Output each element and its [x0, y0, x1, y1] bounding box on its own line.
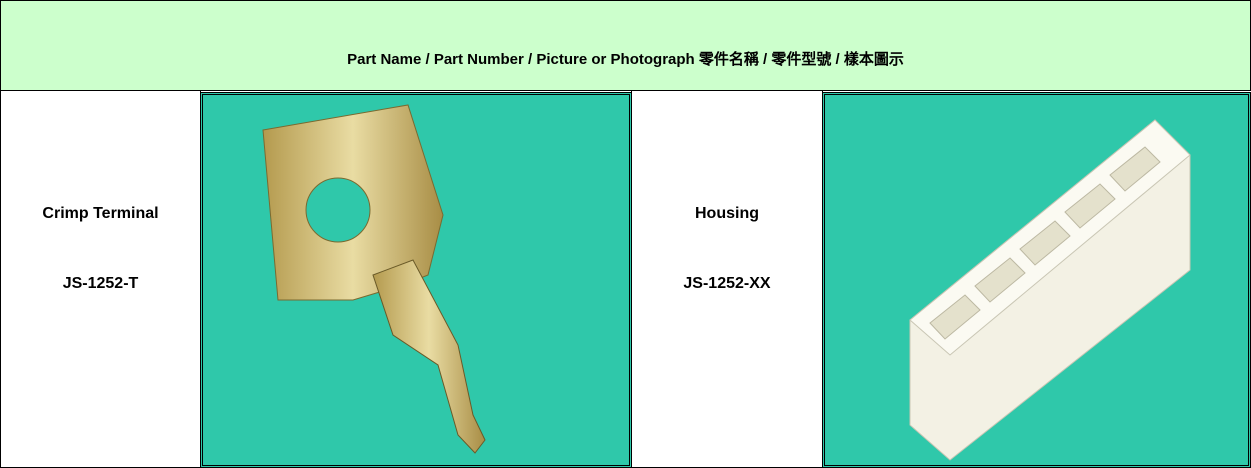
part-name: Housing: [695, 205, 759, 222]
header: Part Name / Part Number / Picture or Pho…: [0, 0, 1251, 91]
header-title: Part Name / Part Number / Picture or Pho…: [347, 51, 904, 68]
part-number: JS-1252-T: [62, 275, 139, 292]
part-name: Crimp Terminal: [42, 205, 159, 222]
part-number: JS-1252-XX: [683, 275, 771, 292]
terminal-photo: [200, 92, 632, 468]
housing-photo: [822, 92, 1251, 468]
part-label-cell: Crimp Terminal JS-1252-T: [0, 90, 201, 468]
part-label-cell: Housing JS-1252-XX: [631, 90, 823, 468]
